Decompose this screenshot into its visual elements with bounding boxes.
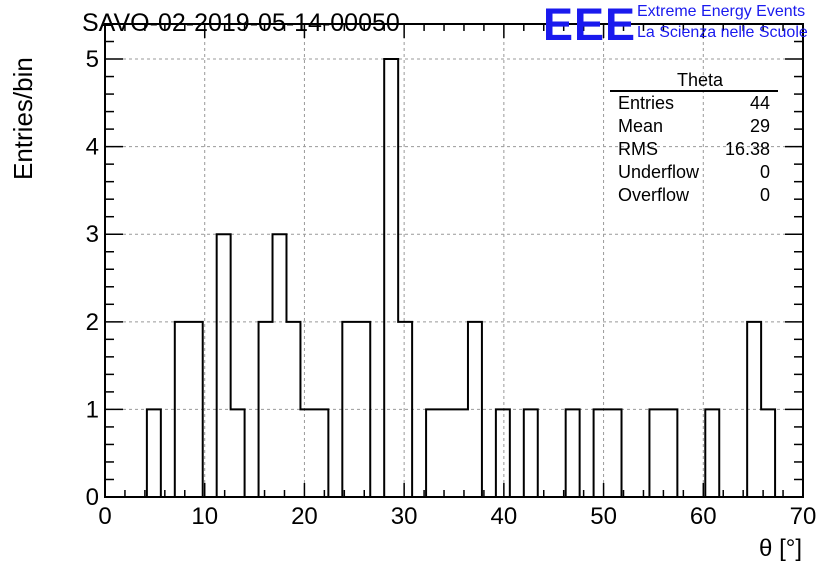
stats-divider: [610, 90, 778, 92]
stats-value: 29: [749, 116, 770, 136]
x-tick-label: 60: [690, 503, 717, 530]
plot-frame: [104, 23, 804, 498]
histogram-outline: [105, 58, 803, 498]
stats-title: Theta: [676, 70, 724, 90]
x-tick-label: 30: [391, 503, 418, 530]
x-tick-label: 0: [98, 503, 111, 530]
stats-row-entries: Entries 44: [610, 92, 780, 115]
x-tick-label: 50: [590, 503, 617, 530]
stats-row-rms: RMS 16.38: [610, 138, 780, 161]
stats-box: Theta Entries 44 Mean 29 RMS 16.38 Under…: [610, 70, 780, 207]
logo-caption-line2: La Scienza nelle Scuole: [637, 24, 808, 41]
logo-caption-line1: Extreme Energy Events: [637, 3, 806, 20]
stats-row-overflow: Overflow 0: [610, 184, 780, 207]
y-tick-label: 2: [86, 309, 99, 336]
stats-value: 0: [759, 162, 770, 182]
stats-row-underflow: Underflow 0: [610, 161, 780, 184]
x-axis-label: θ [°]: [759, 535, 802, 562]
y-axis-label: Entries/bin: [8, 57, 38, 180]
x-tick-label: 70: [790, 503, 817, 530]
stats-label: Mean: [618, 116, 664, 136]
stats-label: Underflow: [618, 162, 700, 182]
stats-label: Entries: [618, 93, 675, 113]
y-tick-label: 5: [86, 46, 99, 73]
y-tick-label: 1: [86, 396, 99, 423]
stats-label: RMS: [618, 139, 658, 159]
stats-value: 0: [759, 185, 770, 205]
stats-row-mean: Mean 29: [610, 115, 780, 138]
x-tick-label: 40: [491, 503, 518, 530]
stats-label: Overflow: [618, 185, 690, 205]
y-tick-label: 0: [86, 484, 99, 511]
y-tick-label: 3: [86, 221, 99, 248]
stats-value: 16.38: [724, 139, 770, 159]
x-tick-label: 10: [191, 503, 218, 530]
eee-logo: EEE: [543, 0, 637, 50]
y-tick-label: 4: [86, 134, 99, 161]
x-tick-label: 20: [291, 503, 318, 530]
stats-value: 44: [749, 93, 770, 113]
chart-title: SAVO-02-2019-05-14-00050: [82, 9, 400, 37]
